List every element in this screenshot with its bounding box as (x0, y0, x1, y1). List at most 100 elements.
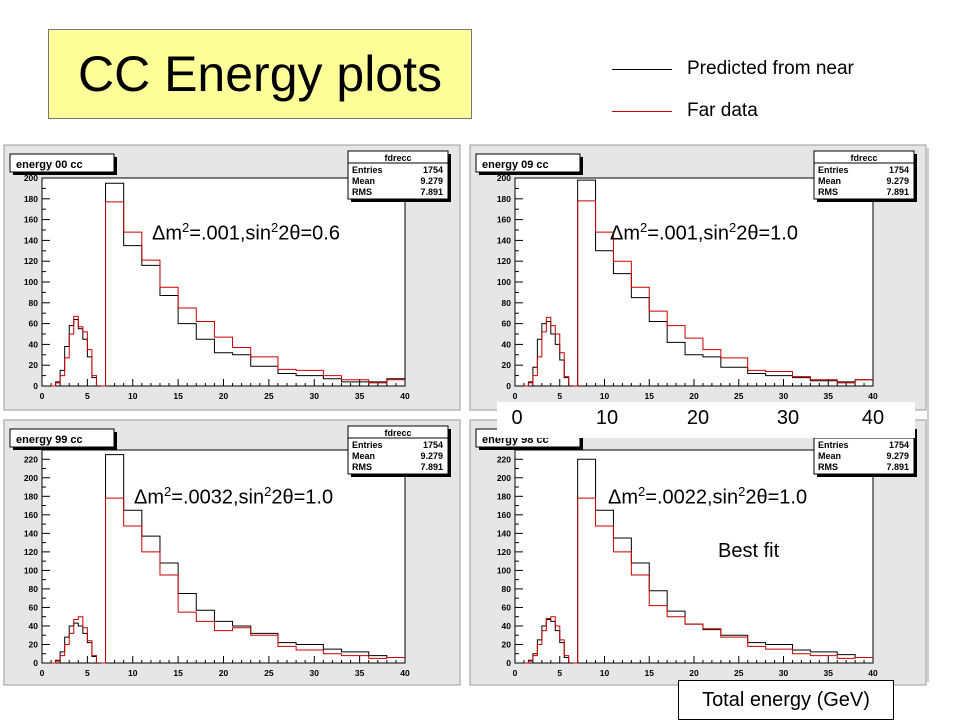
histogram-panel-4: energy 98 ccfdreccEntries1754Mean9.279RM… (469, 419, 927, 686)
y-tick-label: 0 (33, 658, 38, 668)
y-tick-label: 20 (29, 360, 39, 370)
histogram-series-far-data (573, 497, 873, 664)
y-tick-label: 80 (502, 584, 512, 594)
stats-value: 9.279 (886, 176, 909, 186)
y-tick-label: 140 (497, 528, 511, 538)
histogram-series-far-data (573, 200, 873, 387)
plot-area (514, 449, 874, 664)
x-tick-label: 20 (219, 391, 229, 401)
x-tick-label: 5 (85, 668, 90, 678)
y-tick-label: 120 (497, 547, 511, 557)
histogram-series-fine-far-data (523, 316, 570, 387)
stats-box (347, 150, 449, 200)
annotation-panel-4: Δm2=.0022,sin22θ=1.0 (608, 484, 808, 509)
y-tick-label: 100 (24, 565, 38, 575)
legend-item-far-data: Far data (612, 96, 758, 126)
x-tick-label: 25 (264, 668, 274, 678)
legend-swatch-far-data (612, 110, 672, 112)
stats-value: 9.279 (886, 451, 909, 461)
stats-value: 1754 (889, 165, 909, 175)
histogram-series-far-data (100, 201, 405, 387)
y-tick-label: 20 (502, 360, 512, 370)
y-tick-label: 0 (33, 381, 38, 391)
y-tick-label: 180 (497, 491, 511, 501)
stats-value: 9.279 (420, 451, 443, 461)
y-tick-label: 200 (497, 173, 511, 183)
title-box-shadow (13, 172, 117, 175)
stats-label: Mean (352, 451, 375, 461)
x-tick-label: 40 (400, 391, 410, 401)
stats-value: 7.891 (886, 462, 909, 472)
y-tick-label: 220 (497, 454, 511, 464)
x-tick-label: 15 (173, 391, 183, 401)
best-fit-label: Best fit (718, 540, 780, 562)
x-tick-label: 0 (40, 391, 45, 401)
plot-area (41, 449, 406, 664)
y-tick-label: 160 (24, 510, 38, 520)
legend-label-far-data: Far data (687, 100, 758, 121)
x-tick-label: 35 (824, 391, 834, 401)
x-tick-label: 40 (868, 668, 878, 678)
y-tick-label: 160 (497, 510, 511, 520)
y-tick-label: 180 (24, 491, 38, 501)
x-tick-label: 15 (173, 668, 183, 678)
stats-name: fdrecc (850, 153, 877, 163)
stats-label: RMS (352, 462, 372, 472)
x-tick-label: 20 (219, 668, 229, 678)
histogram-series-fine-far-data (523, 616, 570, 664)
x-tick-label: 20 (689, 391, 699, 401)
y-tick-label: 0 (506, 658, 511, 668)
x-tick-label: 30 (310, 668, 320, 678)
x-tick-label: 10 (600, 391, 610, 401)
stats-value: 1754 (889, 440, 909, 450)
annotation-panel-1: Δm2=.001,sin22θ=0.6 (152, 220, 340, 245)
y-tick-label: 220 (24, 454, 38, 464)
y-tick-label: 180 (497, 194, 511, 204)
x-tick-label: 35 (355, 668, 365, 678)
plot-area (514, 177, 874, 387)
legend-label-predicted: Predicted from near (687, 58, 854, 79)
histogram-series-fine-far-data (51, 315, 97, 387)
x-tick-label: 40 (400, 668, 410, 678)
x-tick-label: 15 (645, 668, 655, 678)
histogram-series-predicted (100, 454, 405, 664)
x-tick-label: 25 (264, 391, 274, 401)
y-tick-label: 80 (29, 584, 39, 594)
legend-swatch-predicted (612, 68, 672, 70)
histogram-series-fine-far-data (51, 616, 97, 664)
y-tick-label: 20 (29, 639, 39, 649)
x-tick-label: 30 (779, 668, 789, 678)
x-overlay-label: 20 (686, 407, 710, 429)
y-tick-label: 120 (497, 256, 511, 266)
stats-value: 7.891 (420, 187, 443, 197)
x-tick-label: 20 (689, 668, 699, 678)
y-tick-label: 200 (497, 473, 511, 483)
y-tick-label: 80 (502, 298, 512, 308)
x-tick-label: 40 (868, 391, 878, 401)
y-tick-label: 100 (497, 277, 511, 287)
title-box-shadow (479, 172, 583, 175)
title-box-shadow (114, 432, 117, 450)
x-overlay-label: 40 (861, 407, 885, 429)
x-tick-label: 10 (600, 668, 610, 678)
x-tick-label: 5 (85, 391, 90, 401)
stats-label: Entries (818, 165, 849, 175)
x-tick-label: 35 (355, 391, 365, 401)
y-tick-label: 60 (502, 319, 512, 329)
y-tick-label: 120 (24, 547, 38, 557)
x-tick-label: 0 (513, 391, 518, 401)
stats-label: Mean (352, 176, 375, 186)
x-tick-label: 30 (310, 391, 320, 401)
x-tick-label: 25 (734, 668, 744, 678)
slide-title: CC Energy plots (48, 29, 472, 119)
y-tick-label: 40 (29, 339, 39, 349)
y-tick-label: 60 (29, 319, 39, 329)
annotation-panel-2: Δm2=.001,sin22θ=1.0 (610, 220, 798, 245)
x-tick-label: 0 (40, 668, 45, 678)
y-tick-label: 40 (502, 621, 512, 631)
y-tick-label: 160 (497, 215, 511, 225)
